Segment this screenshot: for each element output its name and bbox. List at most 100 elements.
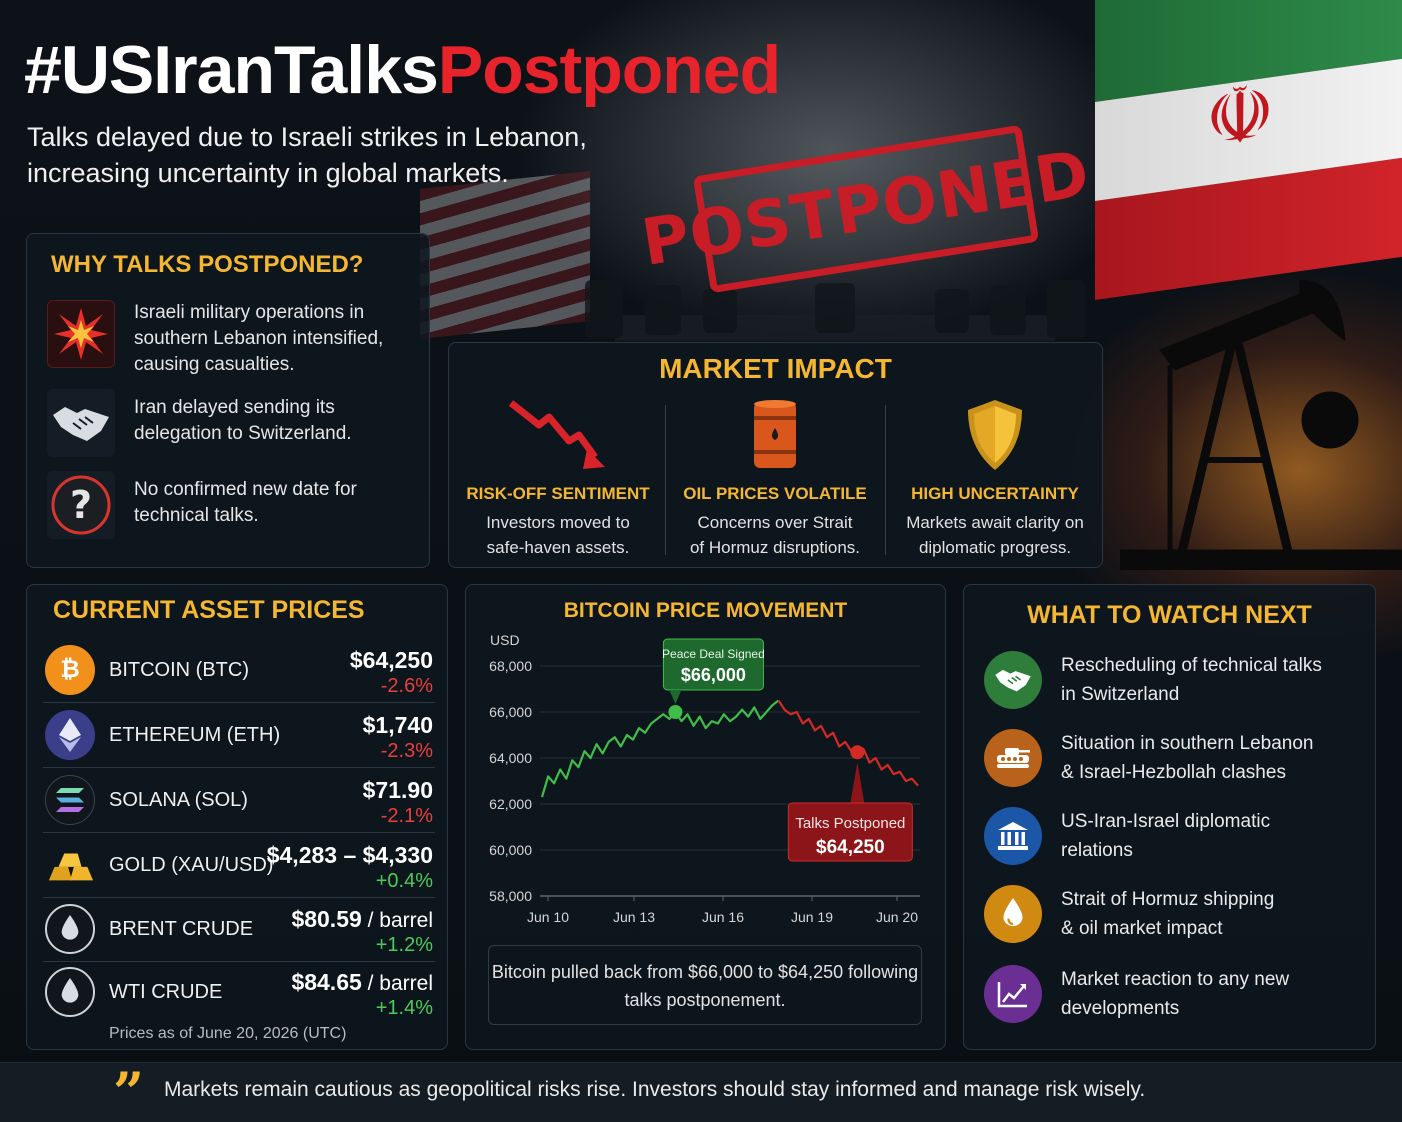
series-line-after [777, 699, 919, 787]
watch-item-text: Situation in southern Lebanon & Israel-He… [1061, 729, 1361, 787]
divider [665, 405, 666, 555]
title-highlight: Postponed [437, 32, 781, 108]
footer-text: Markets remain cautious as geopolitical … [164, 1078, 1146, 1101]
why-item-text: Iran delayed sending its delegation to S… [134, 397, 352, 444]
iran-flag-graphic: ☫ [1095, 0, 1402, 300]
impact-heading: HIGH UNCERTAINTY [911, 484, 1079, 503]
subtitle-line-2: increasing uncertainty in global markets… [27, 158, 509, 188]
asset-price: $4,283 – $4,330 [267, 842, 433, 869]
impact-description: Markets await clarity on diplomatic progr… [888, 510, 1102, 560]
x-tick-label: Jun 19 [791, 909, 833, 925]
y-tick-label: 58,000 [489, 888, 532, 904]
x-tick-label: Jun 20 [876, 909, 918, 925]
subtitle-line-1: Talks delayed due to Israeli strikes in … [27, 122, 587, 152]
y-tick-label: 62,000 [489, 796, 532, 812]
y-tick-label: 64,000 [489, 750, 532, 766]
x-tick-label: Jun 16 [702, 909, 744, 925]
shield-icon [888, 393, 1102, 477]
talks-postponed-value: $64,250 [816, 837, 885, 858]
why-item-military-operations: Israeli military operations in southern … [47, 300, 424, 378]
why-postponed-title: WHY TALKS POSTPONED? [51, 251, 364, 278]
down-trend-arrow-icon [451, 393, 665, 477]
prices-as-of: Prices as of June 20, 2026 (UTC) [109, 1025, 347, 1042]
talks-postponed-label: Talks Postponed [795, 815, 905, 832]
asset-price-value: $1,740 [362, 712, 433, 738]
asset-row-solana: SOLANA (SOL) $71.90 -2.1% [43, 769, 435, 833]
asset-price-value: $80.59 [291, 906, 362, 932]
watch-line-2: developments [1061, 998, 1180, 1019]
market-impact-title: MARKET IMPACT [659, 353, 892, 384]
handshake-icon [984, 651, 1042, 709]
peace-deal-point [668, 705, 683, 719]
impact-high-uncertainty: HIGH UNCERTAINTY Markets await clarity o… [888, 393, 1102, 563]
asset-price: $64,250 [350, 647, 433, 674]
talks-postponed-callout-pointer [850, 762, 865, 803]
asset-price-value: $4,283 – $4,330 [266, 842, 433, 868]
asset-row-gold: GOLD (XAU/USD) $4,283 – $4,330 +0.4% [43, 834, 435, 898]
asset-name: BRENT CRUDE [109, 918, 254, 940]
peace-deal-label: Peace Deal Signed [662, 647, 765, 661]
asset-price-value: $64,250 [349, 647, 433, 673]
watch-item-rescheduling: Rescheduling of technical talks in Switze… [984, 651, 1361, 709]
oil-pumpjack-graphic [1120, 279, 1402, 570]
watch-item-text: Rescheduling of technical talks in Switze… [1061, 651, 1361, 709]
watch-item-market-reaction: Market reaction to any new developments [984, 965, 1361, 1023]
watch-item-hormuz: Strait of Hormuz shipping & oil market im… [984, 885, 1361, 943]
impact-line-2: of Hormuz disruptions. [689, 538, 861, 557]
why-item-text: Israeli military operations in southern … [134, 302, 384, 375]
x-tick-label: Jun 10 [527, 909, 569, 925]
gold-bars-icon [45, 840, 95, 890]
peace-deal-callout-pointer [669, 690, 682, 704]
peace-deal-callout [662, 638, 764, 691]
asset-change: -2.1% [380, 805, 433, 827]
series-line-before [540, 699, 780, 798]
asset-row-bitcoin: ₿ BITCOIN (BTC) $64,250 -2.6% [43, 639, 435, 703]
why-item-delegation-delay: Iran delayed sending its delegation to S… [47, 389, 424, 457]
asset-name: GOLD (XAU/USD) [109, 854, 274, 876]
ethereum-icon [45, 710, 95, 760]
bitcoin-price-chart: USD 58,000 60,000 62,000 64,000 66,000 68,000 J… [489, 632, 920, 925]
asset-change: +1.4% [375, 997, 433, 1019]
bitcoin-chart-panel: BITCOIN PRICE MOVEMENT USD 58,000 60,000 62… [465, 584, 946, 1050]
watch-item-text: Market reaction to any new developments [1061, 965, 1361, 1023]
watch-line-2: relations [1061, 840, 1133, 861]
iran-emblem-icon: ☫ [1205, 66, 1275, 167]
footer-banner: ” Markets remain cautious as geopolitica… [0, 1062, 1402, 1122]
watch-item-text: US-Iran-Israel diplomatic relations [1061, 807, 1361, 865]
y-tick-label: 68,000 [489, 658, 532, 674]
watch-line-1: Market reaction to any new [1061, 969, 1290, 990]
us-flag-graphic [420, 171, 590, 339]
handshake-icon [47, 389, 115, 457]
conference-table-graphic [585, 280, 1085, 341]
market-impact-panel: MARKET IMPACT RISK-OFF SENTIMENT Investo… [448, 342, 1103, 568]
asset-change: -2.3% [380, 740, 433, 762]
asset-price: $84.65 / barrel [291, 969, 433, 996]
impact-oil-volatile: OIL PRICES VOLATILE Concerns over Strait… [668, 393, 882, 563]
why-postponed-panel: WHY TALKS POSTPONED? Israeli military op… [26, 233, 430, 568]
government-building-icon [984, 807, 1042, 865]
asset-name: ETHEREUM (ETH) [109, 724, 281, 746]
asset-name: SOLANA (SOL) [109, 789, 248, 811]
watch-item-text: Strait of Hormuz shipping & oil market im… [1061, 885, 1361, 943]
impact-heading: RISK-OFF SENTIMENT [466, 484, 650, 503]
asset-name: BITCOIN (BTC) [109, 659, 249, 681]
y-tick-label: 66,000 [489, 704, 532, 720]
asset-row-brent: BRENT CRUDE $80.59 / barrel +1.2% [43, 898, 435, 962]
impact-risk-off: RISK-OFF SENTIMENT Investors moved to saf… [451, 393, 665, 563]
chart-note: Bitcoin pulled back from $66,000 to $64,… [488, 945, 922, 1025]
title-hashtag: #USIranTalks [24, 32, 439, 108]
explosion-icon [47, 300, 115, 368]
question-icon: ? [47, 471, 115, 539]
asset-price: $71.90 [363, 777, 433, 804]
impact-line-1: Investors moved to [486, 513, 630, 532]
why-item-no-new-date: ? No confirmed new date for technical ta… [47, 471, 424, 539]
asset-prices-title: CURRENT ASSET PRICES [53, 596, 365, 624]
watch-next-panel: WHAT TO WATCH NEXT Rescheduling of techn… [963, 584, 1376, 1050]
page-title: #USIranTalksPostponed [24, 36, 781, 104]
asset-prices-panel: CURRENT ASSET PRICES ₿ BITCOIN (BTC) $64… [26, 584, 448, 1050]
divider [885, 405, 886, 555]
asset-row-ethereum: ETHEREUM (ETH) $1,740 -2.3% [43, 704, 435, 768]
asset-price-unit: / barrel [361, 909, 433, 932]
asset-row-wti: WTI CRUDE $84.65 / barrel +1.4% [43, 961, 435, 1025]
svg-text:?: ? [70, 483, 92, 527]
